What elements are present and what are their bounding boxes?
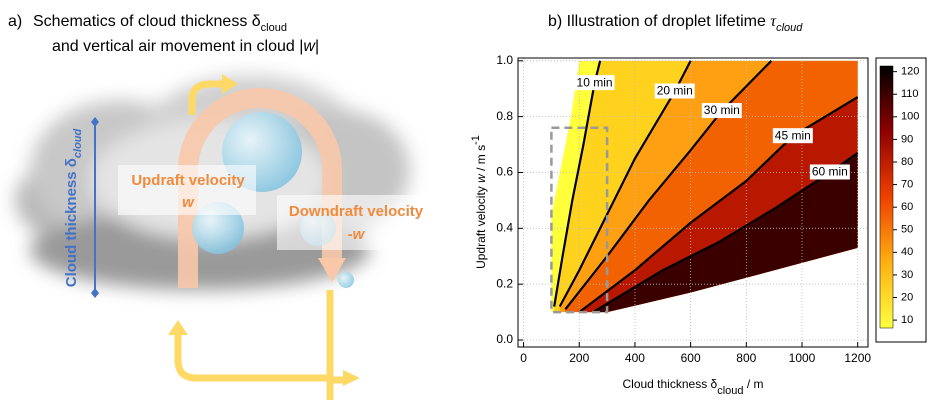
y-tick-label: 1.0 [496,53,513,67]
title-text: | [315,38,319,55]
panel-title: Schematics of cloud thickness δcloud [33,13,287,34]
contour-label: 60 min [812,165,848,179]
colorbar-tick-label: 120 [901,66,919,78]
colorbar-tick-label: 20 [901,291,913,303]
label-text: / m [744,377,764,391]
label-sup: -1 [470,135,482,145]
contour-label: 45 min [775,128,811,142]
panel-a: a) Schematics of cloud thickness δcloud … [8,13,432,400]
x-tick-label: 1000 [789,351,816,365]
label-text: Cloud thickness δ [622,377,717,391]
panel-label: a) [8,13,22,30]
title-text: and vertical air movement in cloud | [52,38,303,55]
label-text: Updraft velocity [474,183,488,269]
colorbar-tick-label: 70 [901,178,913,190]
yellow-arrow [174,290,345,400]
colorbar-tick-label: 30 [901,269,913,281]
x-tick-label: 800 [736,351,756,365]
label-var: w [474,173,488,183]
thickness-label: Cloud thickness δcloud [63,128,84,287]
contour-label: 10 min [577,75,613,89]
highlight-box [550,126,609,314]
colorbar-frame [875,57,927,343]
contour-label-box [809,164,850,180]
title-var: w [303,38,316,55]
label-sub: cloud [717,385,743,397]
label-box [118,165,256,215]
label-sub: cloud [72,128,84,158]
title-sub: cloud [261,22,287,34]
colorbar-tick-label: 10 [901,314,913,326]
title-var: τ [770,13,777,30]
colorbar-tick-label: 90 [901,133,913,145]
y-tick-label: 0.2 [496,276,513,290]
y-tick-label: 0.4 [496,221,513,235]
yellow-arrow [188,80,225,115]
y-tick-label: 0.0 [496,332,513,346]
y-tick-label: 0.6 [496,165,513,179]
contour-label: 30 min [704,103,740,117]
colorbar-tick-label: 80 [901,156,913,168]
title-text: Schematics of cloud thickness δ [33,13,261,30]
y-tick-label: 0.8 [496,109,513,123]
x-axis-label: Cloud thickness δcloud / m [622,377,763,397]
x-tick-label: 400 [625,351,645,365]
x-tick-label: 200 [569,351,589,365]
label-text: Cloud thickness δ [63,158,80,287]
label-text: / m s [474,145,488,174]
droplet [338,272,354,288]
circulation-arrow [178,88,342,288]
contour-line [564,60,773,310]
arrowhead [318,258,346,282]
title-sub: cloud [776,22,803,34]
chart-title: b) Illustration of droplet lifetime τclo… [548,13,803,34]
downdraft-label: Downdraft velocity [289,203,424,220]
colorbar-tick-label: 50 [901,224,913,236]
contour-label-box [574,75,615,91]
updraft-var: w [182,194,195,211]
contour-label-box [701,103,742,119]
contour-label-box [654,83,695,99]
x-tick-label: 1200 [844,351,871,365]
contour-label-box [772,128,813,144]
y-axis-label: Updraft velocity w / m s-1 [470,135,488,269]
plot-frame [517,57,869,348]
contour-label: 20 min [657,84,693,98]
downdraft-var: -w [348,226,366,243]
colorbar-tick-label: 100 [901,111,919,123]
updraft-label: Updraft velocity [131,172,245,189]
x-tick-label: 0 [520,351,527,365]
panel-title: and vertical air movement in cloud |w| [52,38,319,55]
x-tick-label: 600 [681,351,701,365]
title-text: b) Illustration of droplet lifetime [548,13,770,30]
colorbar-tick-label: 110 [901,88,919,100]
colorbar [879,65,894,329]
colorbar-tick-label: 60 [901,201,913,213]
colorbar-tick-label: 40 [901,246,913,258]
arrowhead [222,74,238,94]
label-box [277,195,432,250]
